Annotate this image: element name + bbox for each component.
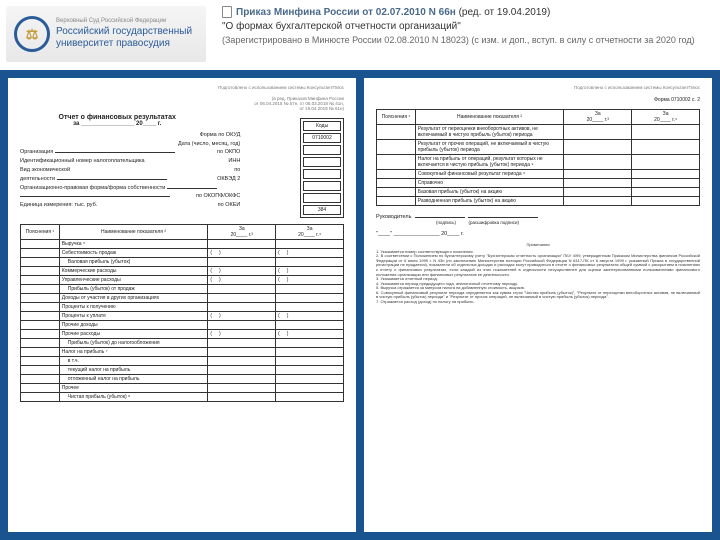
date-label: Дата (число, месяц, год) <box>178 141 240 147</box>
form-code: Форма 0710002 с. 2 <box>376 97 700 103</box>
okud-label: Форма по ОКУД <box>200 132 241 138</box>
decree-block: Приказ Минфина России от 02.07.2010 N 66… <box>212 0 720 53</box>
activity-label2: деятельности <box>20 176 55 182</box>
table-row: Прочее <box>21 383 344 392</box>
sig-caption1: (подпись) <box>436 220 456 225</box>
footnotes: Примечания 1. Указывается номер соответс… <box>376 243 700 305</box>
notes-body: 1. Указывается номер соответствующего по… <box>376 250 700 305</box>
inn-label: Идентификационный номер налогоплательщик… <box>20 158 145 164</box>
table-row: Прибыль (убыток) до налогообложения <box>21 338 344 347</box>
university-logo: ⚖ Верховный Суд Российской Федерации Рос… <box>6 6 206 62</box>
table-row: в т.ч. <box>21 356 344 365</box>
okved-label2: ОКВЭД 2 <box>217 175 240 184</box>
table-row: Коммерческие расходы( )( ) <box>21 266 344 275</box>
table-row: Разводненная прибыль (убыток) на акцию <box>377 196 700 205</box>
col-indicator: Наименование показателя ² <box>59 224 208 239</box>
col-explanations: Пояснения ¹ <box>21 224 60 239</box>
continuation-table: Пояснения ¹ Наименование показателя ² За… <box>376 109 700 206</box>
table-row: Чистая прибыль (убыток) ⁸ <box>21 392 344 401</box>
table-row: Налог на прибыль ⁷ <box>21 347 344 356</box>
table-row: Прибыль (убыток) от продаж <box>21 284 344 293</box>
logo-supertitle: Верховный Суд Российской Федерации <box>56 18 192 25</box>
report-period: за ________________ 20____ г. <box>20 121 214 127</box>
form-page-2: Подготовлено с использованием системы Ко… <box>364 78 712 532</box>
table-row: текущий налог на прибыль <box>21 365 344 374</box>
decree-name: "О формах бухгалтерской отчетности орган… <box>222 20 710 34</box>
table-row: Результат от переоценки внеоборотных акт… <box>377 124 700 139</box>
table-row: Выручка ⁵ <box>21 239 344 248</box>
okpo-label: по ОКПО <box>217 148 240 157</box>
table-row: Проценты к получению <box>21 302 344 311</box>
table-row: Управленческие расходы( )( ) <box>21 275 344 284</box>
table-row: Себестоимость продаж( )( ) <box>21 248 344 257</box>
table-row: Проценты к уплате( )( ) <box>21 311 344 320</box>
decree-title: Приказ Минфина России от 02.07.2010 N 66… <box>236 7 456 18</box>
notes-header: Примечания <box>376 243 700 248</box>
table-row: Совокупный финансовый результат периода … <box>377 169 700 178</box>
col-indicator-2: Наименование показателя ² <box>415 109 564 124</box>
unit-label: Единица измерения: тыс. руб. <box>20 202 97 208</box>
logo-line2: университет правосудия <box>56 38 192 50</box>
main-table: Пояснения ¹ Наименование показателя ² За… <box>20 224 344 402</box>
logo-line1: Российский государственный <box>56 26 192 38</box>
pages-container: Подготовлено с использованием системы Ко… <box>0 70 720 540</box>
table-row: Валовая прибыль (убыток) <box>21 257 344 266</box>
opf-label: Организационно-правовая форма/форма собс… <box>20 185 165 191</box>
table-row: Результат от прочих операций, не включае… <box>377 139 700 154</box>
okei-value: 384 <box>303 205 341 215</box>
sig-caption2: (расшифровка подписи) <box>469 220 519 225</box>
okopf-label: по ОКОПФ/ОКФС <box>196 192 240 201</box>
okved-label: по <box>234 166 240 175</box>
table-row: Прочие доходы <box>21 320 344 329</box>
sig-role: Руководитель <box>376 214 411 220</box>
codes-box: Коды 0710002 384 <box>300 118 344 218</box>
signature-block: Руководитель (подпись) (расшифровка подп… <box>376 214 700 237</box>
table-row: Базовая прибыль (убыток) на акцию <box>377 187 700 196</box>
header-bar: ⚖ Верховный Суд Российской Федерации Рос… <box>0 0 720 70</box>
inn-code: ИНН <box>228 157 240 166</box>
document-icon <box>222 6 232 18</box>
emblem-icon: ⚖ <box>14 16 50 52</box>
table-row: Налог на прибыль от операций, результат … <box>377 154 700 169</box>
col-explanations-2: Пояснения ¹ <box>377 109 416 124</box>
ref-line3: от 19.04.2019 № 61н) <box>20 107 344 112</box>
table-row: Доходы от участия в других организациях <box>21 293 344 302</box>
sig-date: "____" _______________ 20____ г. <box>376 231 700 237</box>
system-note: Подготовлено с использованием системы Ко… <box>20 86 344 91</box>
decree-registration: (Зарегистрировано в Минюсте России 02.08… <box>222 34 710 47</box>
form-page-1: Подготовлено с использованием системы Ко… <box>8 78 356 532</box>
org-label: Организация <box>20 149 53 155</box>
decree-revision: (ред. от 19.04.2019) <box>459 7 551 18</box>
okud-value: 0710002 <box>303 133 341 143</box>
table-row: Справочно <box>377 178 700 187</box>
table-row: Прочие расходы( )( ) <box>21 329 344 338</box>
system-note-2: Подготовлено с использованием системы Ко… <box>376 86 700 91</box>
report-title: Отчет о финансовых результатах <box>20 114 214 121</box>
table-row: отложенный налог на прибыль <box>21 374 344 383</box>
okei-label: по ОКЕИ <box>218 201 241 210</box>
codes-header: Коды <box>303 121 341 131</box>
activity-label: Вид экономической <box>20 167 70 173</box>
